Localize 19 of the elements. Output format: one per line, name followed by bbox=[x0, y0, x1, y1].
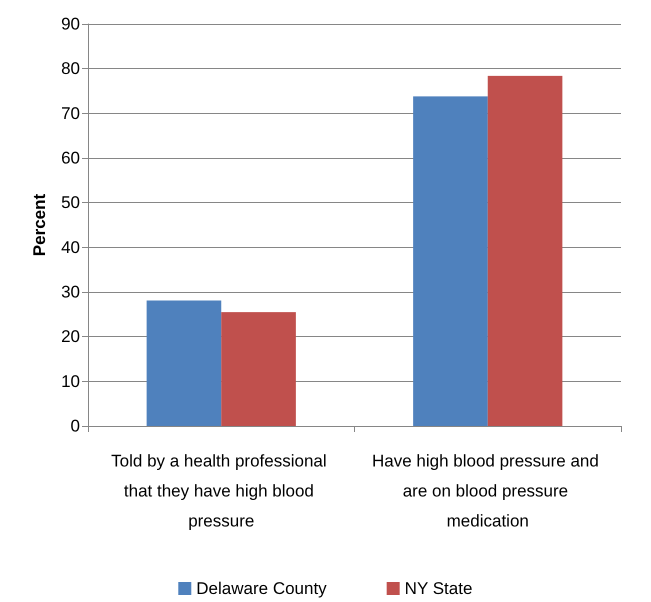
x-tick-label: Have high blood pressure and are on blood pressure medication bbox=[372, 452, 604, 530]
y-tick-label: 70 bbox=[61, 104, 80, 123]
y-tick-label: 60 bbox=[61, 148, 80, 168]
bar bbox=[488, 76, 562, 426]
legend-label: Delaware County bbox=[196, 579, 328, 598]
bar bbox=[146, 300, 222, 426]
bar bbox=[221, 312, 296, 426]
x-tick-label: Told by a health professional that they have high blood pressure bbox=[111, 452, 332, 530]
y-tick-label: 90 bbox=[61, 14, 80, 34]
bar bbox=[413, 96, 488, 426]
y-tick-label: 10 bbox=[61, 372, 80, 391]
y-tick-label: 40 bbox=[61, 238, 80, 257]
y-tick-label: 80 bbox=[61, 59, 80, 78]
y-tick-label: 50 bbox=[61, 193, 80, 212]
y-axis-title: Percent bbox=[30, 193, 49, 256]
y-tick-label: 0 bbox=[70, 416, 80, 436]
y-tick-label: 20 bbox=[61, 327, 80, 346]
legend-label: NY State bbox=[404, 579, 472, 598]
y-tick-label: 30 bbox=[61, 282, 80, 302]
